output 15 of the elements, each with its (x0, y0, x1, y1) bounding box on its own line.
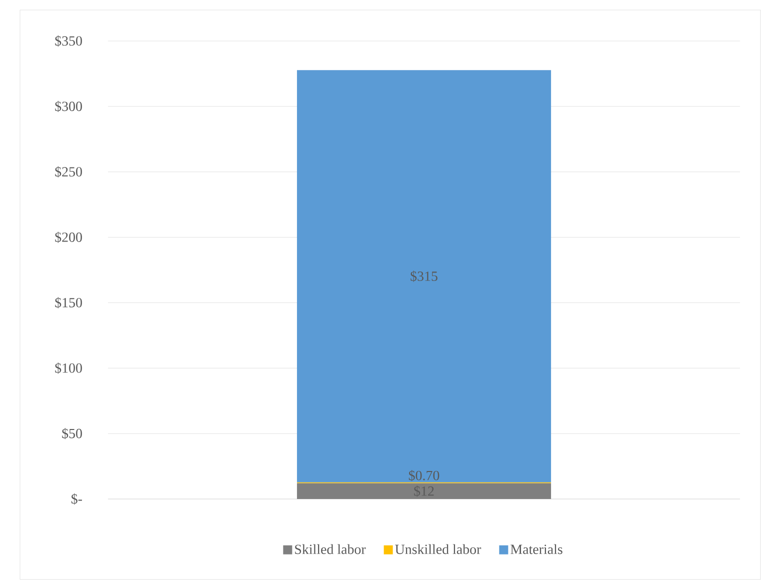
bar (296, 70, 552, 482)
y-tick-label: $350 (55, 35, 82, 47)
legend-label: Materials (510, 544, 562, 554)
y-tick-label: $200 (55, 232, 82, 243)
data-label: $315 (410, 270, 438, 282)
y-tick-label: $250 (55, 166, 82, 178)
y-tick-label: $150 (55, 297, 82, 308)
y-tick-label: $50 (62, 428, 82, 440)
y-tick-label: $300 (55, 100, 82, 112)
y-tick-label: $- (71, 493, 82, 505)
legend-label: Skilled labor (295, 544, 366, 554)
legend-label: Unskilled labor (395, 544, 482, 554)
y-tick-label: $100 (55, 362, 82, 374)
data-label: $0.70 (408, 470, 440, 482)
bar (296, 483, 552, 499)
